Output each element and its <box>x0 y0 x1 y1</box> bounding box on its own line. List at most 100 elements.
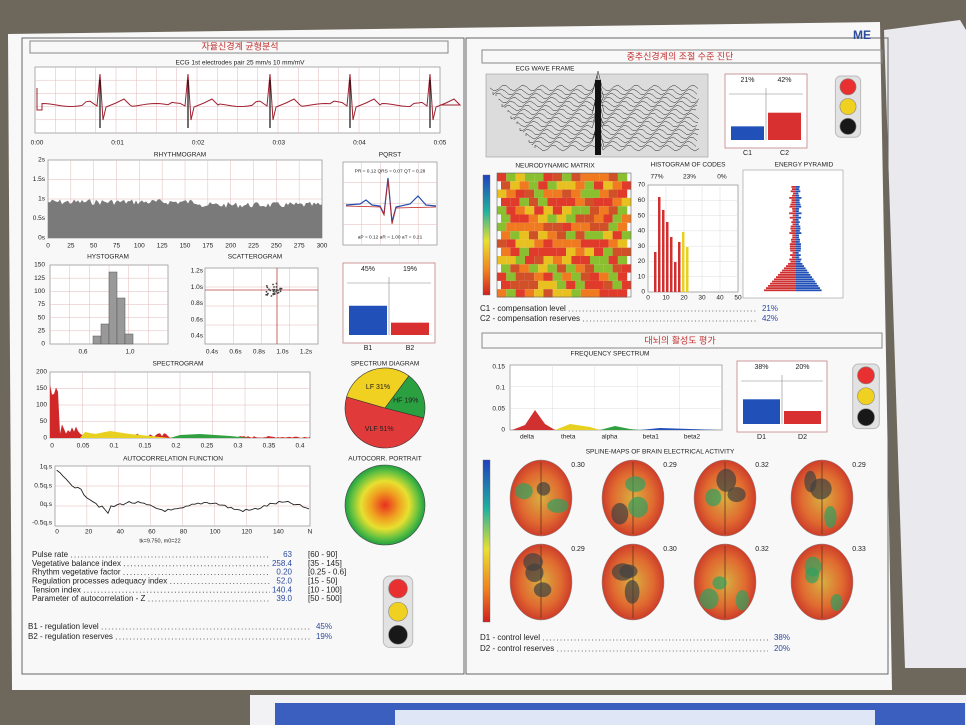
brain-spot <box>712 576 727 590</box>
y-tick-label: 0.15 <box>492 364 505 371</box>
second-paper <box>884 20 966 668</box>
pyramid-bar <box>791 201 796 204</box>
matrix-cell <box>594 280 604 290</box>
matrix-cell <box>543 239 553 248</box>
brain-spot <box>628 496 648 518</box>
matrix-cell <box>594 214 604 223</box>
matrix-cell <box>599 173 609 182</box>
pyramid-bar <box>792 236 796 239</box>
matrix-cell <box>501 181 511 190</box>
row-range: [15 - 50] <box>308 577 337 586</box>
matrix-cell <box>528 214 539 223</box>
matrix-cell <box>528 280 539 290</box>
autocorr-portrait <box>344 464 426 546</box>
matrix-cell <box>566 231 576 240</box>
brain-spot <box>804 556 822 577</box>
pyramid-bar <box>774 278 796 281</box>
pyramid-bar <box>792 208 796 210</box>
matrix-cell <box>571 222 581 232</box>
matrix-cell <box>617 173 628 182</box>
x-tick-label: 50 <box>734 295 742 302</box>
matrix-cell <box>552 256 563 265</box>
scatter-point <box>266 286 269 289</box>
matrix-cell <box>519 280 529 290</box>
matrix-cell <box>603 247 613 256</box>
traffic-lamp <box>857 387 875 406</box>
x-tick-label: 0.3 <box>233 443 242 450</box>
spectrogram-title: SPECTROGRAM <box>153 361 204 368</box>
matrix-cell <box>603 181 613 190</box>
pyramid-bar <box>789 212 796 215</box>
matrix-cell <box>571 289 581 298</box>
matrix-cell <box>575 280 585 290</box>
y-tick-label: 200 <box>36 369 47 376</box>
row-name: Parameter of autocorrelation - Z <box>32 594 145 603</box>
matrix-cell <box>617 256 628 265</box>
matrix-cell <box>534 272 544 281</box>
matrix-cell <box>621 280 632 290</box>
traffic-lamp <box>388 578 408 599</box>
x-tick-label: 225 <box>248 243 259 250</box>
matrix-cell <box>552 189 563 198</box>
row-name: B1 - regulation level <box>28 622 99 631</box>
y-tick-label: 10 <box>638 273 646 280</box>
matrix-cell <box>617 289 628 298</box>
right-title: 중추신경계의 조절 수준 진단 <box>627 50 734 61</box>
spline-value: 0.33 <box>852 546 866 553</box>
pyramid-bar-b <box>796 230 800 232</box>
pyramid-bar <box>791 230 796 232</box>
matrix-cell <box>543 189 553 198</box>
matrix-cell <box>506 206 516 215</box>
matrix-cell <box>575 264 585 273</box>
matrix-cell <box>547 181 557 190</box>
row-value: 52.0 <box>276 577 292 586</box>
scatter-point <box>265 290 268 293</box>
pyramid-bar-b <box>796 267 806 270</box>
bar-name: B1 <box>364 345 373 352</box>
matrix-cell <box>566 197 576 207</box>
frequency-title: FREQUENCY SPECTRUM <box>571 351 650 358</box>
matrix-cell <box>543 256 553 265</box>
wave-line <box>495 80 697 100</box>
y-tick-label: 30 <box>638 243 646 250</box>
matrix-cell <box>519 181 529 190</box>
matrix-cell <box>497 289 507 298</box>
matrix-cell <box>497 222 507 232</box>
matrix-cell <box>571 189 581 198</box>
row-range: [50 - 500] <box>308 594 342 603</box>
matrix-cell <box>524 206 535 215</box>
x-tick-label: 0:05 <box>434 140 447 147</box>
y-tick-label: 1q.s <box>40 464 53 471</box>
matrix-cell <box>524 256 535 265</box>
bar-label: 38% <box>754 364 768 371</box>
y-tick-label: 25 <box>38 328 46 335</box>
x-tick-label: 10 <box>662 295 670 302</box>
matrix-cell <box>571 173 581 182</box>
matrix-cell <box>617 239 628 248</box>
traffic-lamp <box>839 118 857 135</box>
matrix-cell <box>497 206 507 215</box>
scatter-point <box>275 288 278 291</box>
matrix-cell <box>515 189 525 198</box>
pyramid-bar-b <box>796 232 802 234</box>
x-tick-label: 0:01 <box>111 140 124 147</box>
matrix-cell <box>519 247 529 256</box>
pyramid-bar-b <box>796 188 800 190</box>
right-title-box <box>481 49 883 64</box>
y-tick-label: 0.4s <box>191 333 204 340</box>
spline-value: 0.29 <box>663 462 677 469</box>
pyramid-bar <box>790 249 796 252</box>
matrix-cell <box>621 264 632 273</box>
y-tick-label: 125 <box>34 275 45 282</box>
pyramid-bar-b <box>796 256 800 259</box>
pyramid-bar-b <box>796 197 802 199</box>
matrix-cell <box>603 264 613 273</box>
matrix-cell <box>556 214 567 223</box>
y-tick-label: 60 <box>638 197 646 204</box>
pyramid-bar <box>792 223 796 226</box>
x-tick-label: 0:04 <box>353 140 366 147</box>
scatter-point <box>272 288 274 291</box>
matrix-cell <box>547 231 557 240</box>
matrix-cell <box>506 256 516 265</box>
matrix-cell <box>501 231 511 240</box>
